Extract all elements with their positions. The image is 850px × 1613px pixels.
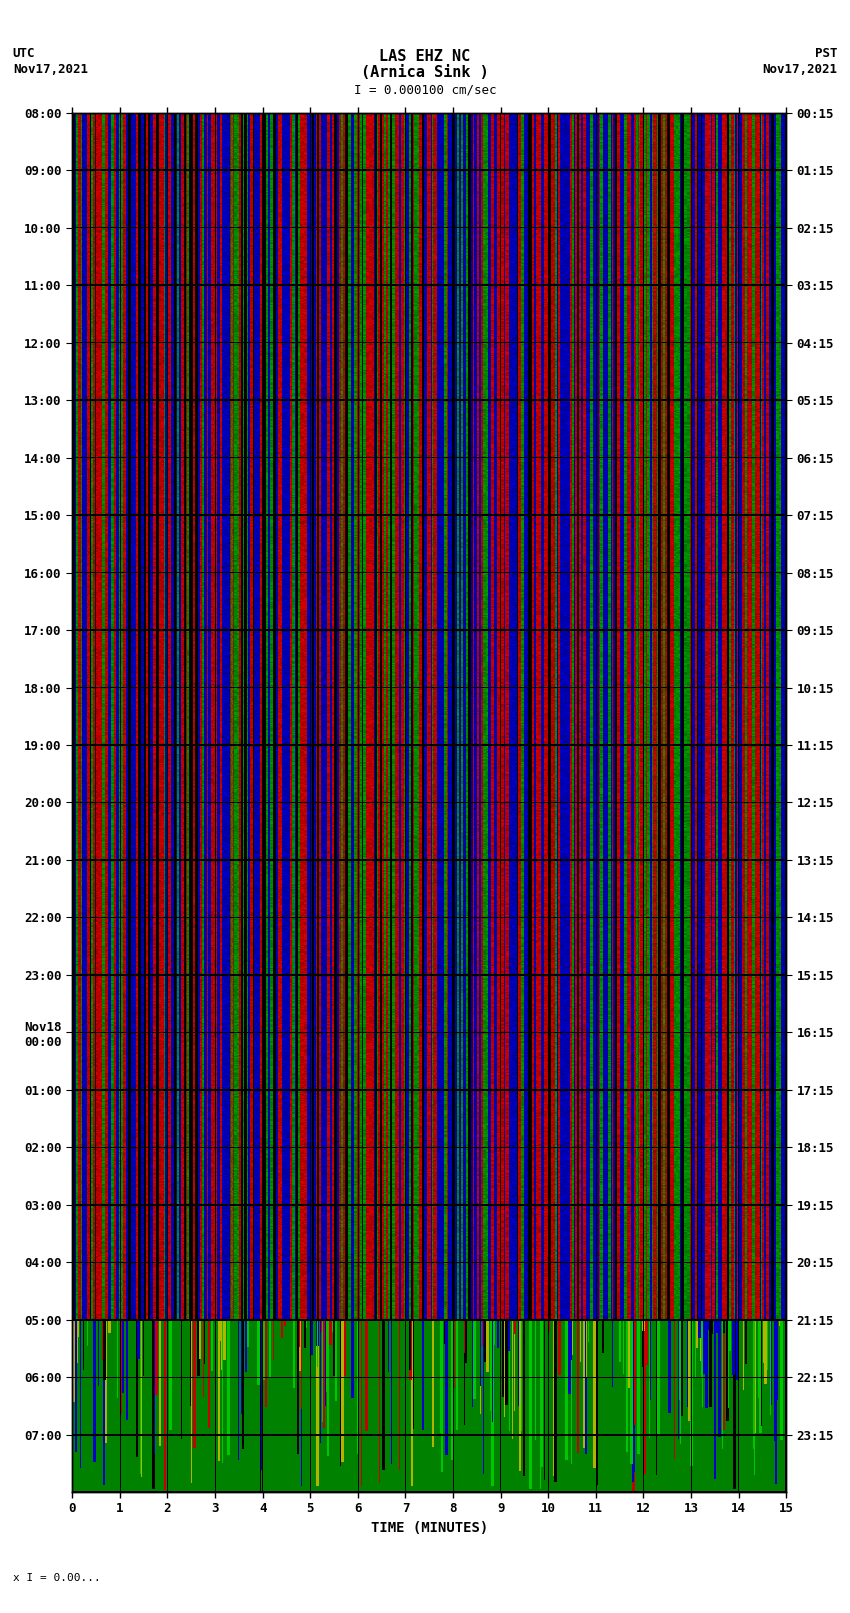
- Text: x I = 0.00...: x I = 0.00...: [13, 1573, 100, 1582]
- Text: PST: PST: [815, 47, 837, 60]
- Text: Nov17,2021: Nov17,2021: [762, 63, 837, 76]
- Text: I = 0.000100 cm/sec: I = 0.000100 cm/sec: [354, 84, 496, 97]
- X-axis label: TIME (MINUTES): TIME (MINUTES): [371, 1521, 488, 1536]
- Text: (Arnica Sink ): (Arnica Sink ): [361, 65, 489, 81]
- Text: Nov17,2021: Nov17,2021: [13, 63, 88, 76]
- Text: LAS EHZ NC: LAS EHZ NC: [379, 48, 471, 65]
- Text: UTC: UTC: [13, 47, 35, 60]
